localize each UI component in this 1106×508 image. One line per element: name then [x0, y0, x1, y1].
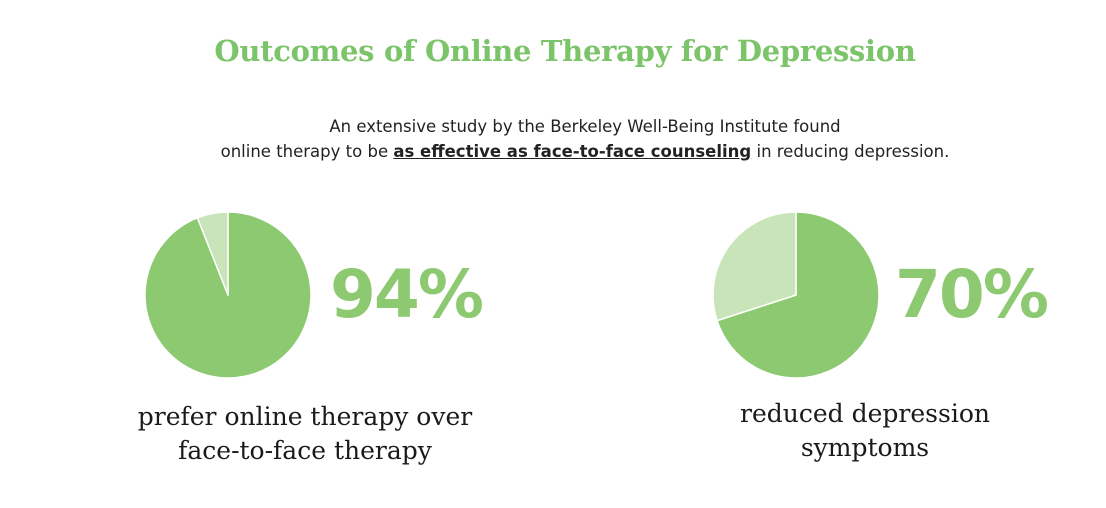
pie-slice-other: [712, 211, 797, 322]
pie-slice-other: [196, 211, 229, 296]
subtitle: An extensive study by the Berkeley Well-…: [0, 114, 1106, 164]
subtitle-line-2-start: online therapy to be: [220, 142, 394, 161]
caption-line-1: reduced depression: [740, 399, 990, 428]
subtitle-emphasis: as effective as face-to-face counseling: [393, 142, 752, 161]
subtitle-line-2: online therapy to be as effective as fac…: [0, 139, 1106, 164]
caption-line-2: face-to-face therapy: [178, 436, 432, 465]
pie-slice-prefer-online: [144, 211, 312, 379]
pie-chart-online-preference: [144, 211, 312, 379]
percent-label-94: 94%: [330, 256, 484, 333]
caption-reduced-symptoms: reduced depression symptoms: [700, 397, 1030, 465]
caption-line-2: symptoms: [800, 433, 930, 462]
subtitle-line-2-end: in reducing depression.: [751, 142, 950, 161]
pie-slice-reduced-symptoms: [716, 211, 880, 379]
subtitle-line-1: An extensive study by the Berkeley Well-…: [329, 117, 841, 136]
page-title: Outcomes of Online Therapy for Depressio…: [214, 34, 916, 68]
pie-chart-reduced-symptoms: [712, 211, 880, 379]
caption-online-preference: prefer online therapy over face-to-face …: [120, 400, 490, 468]
percent-label-70: 70%: [895, 256, 1049, 333]
caption-line-1: prefer online therapy over: [137, 402, 473, 431]
